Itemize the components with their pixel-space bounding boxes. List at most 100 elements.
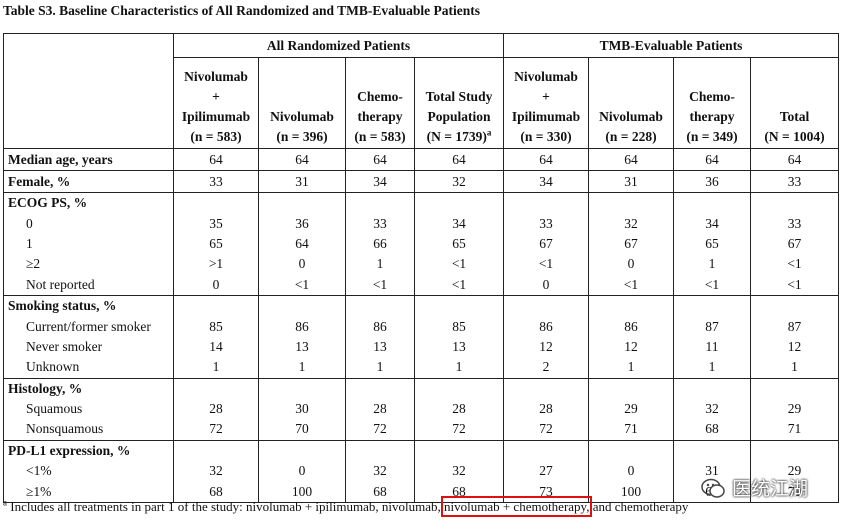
value-cell: 66 (345, 233, 415, 255)
value-cell: 13 (414, 336, 504, 358)
header-footnote-marker: a (486, 127, 492, 138)
empty-cell (503, 440, 589, 462)
table-title: Table S3. Baseline Characteristics of Al… (3, 3, 481, 18)
row-label: <1% (3, 461, 174, 482)
header-line: + (212, 89, 220, 104)
value-cell: <1 (503, 254, 589, 275)
value-cell: 14 (173, 336, 259, 358)
header-line: (n = 330) (520, 129, 572, 144)
value-cell: >1 (173, 254, 259, 275)
empty-cell (588, 440, 674, 462)
value-cell: 1 (673, 254, 751, 275)
empty-cell (673, 378, 751, 399)
value-cell: 68 (673, 419, 751, 441)
section-label: Histology, % (3, 378, 174, 399)
row-label: Unknown (3, 357, 174, 379)
value-cell: 28 (173, 398, 259, 420)
value-cell: 1 (173, 357, 259, 379)
empty-cell (503, 378, 589, 399)
empty-cell (588, 295, 674, 317)
value-cell: 73 (503, 481, 589, 503)
column-header-row: Nivolumab + Ipilimumab (n = 583) Nivolumab (n… (4, 57, 840, 149)
empty-cell (258, 440, 346, 462)
header-line: (n = 583) (190, 129, 242, 144)
table-section: ECOG PS, % 0 35 36 33 34 33 32 34 33 1 65 64 66 65 67 67… (3, 192, 840, 296)
value-cell: 1 (258, 357, 346, 379)
table-row: 0 35 36 33 34 33 32 34 33 (3, 213, 840, 234)
header-line: + (542, 89, 550, 104)
value-cell: 28 (414, 398, 504, 420)
column-header: Chemo-therapy (n = 583) (345, 57, 415, 149)
value-cell: 0 (503, 274, 589, 296)
value-cell: 85 (173, 316, 259, 337)
section-header-row: PD-L1 expression, % (3, 440, 840, 462)
value-cell: <1 (749, 274, 840, 296)
value-cell: 33 (749, 213, 840, 234)
value-cell: 36 (258, 213, 346, 234)
value-cell: 85 (414, 316, 504, 337)
value-cell: 86 (588, 316, 674, 337)
row-label: 0 (3, 213, 174, 234)
header-line: Ipilimumab (181, 109, 251, 124)
section-header-row: ECOG PS, % (3, 192, 840, 214)
empty-cell (258, 192, 346, 214)
group-header: All Randomized Patients (173, 33, 504, 58)
header-line: Chemo- (357, 89, 403, 104)
header-line: Nivolumab (184, 69, 248, 84)
value-cell: 65 (673, 233, 751, 255)
empty-cell (258, 295, 346, 317)
value-cell: 32 (173, 461, 259, 482)
value-cell: 65 (173, 233, 259, 255)
value-cell: 72 (173, 419, 259, 441)
group-header: TMB-Evaluable Patients (502, 33, 840, 58)
empty-cell (258, 378, 346, 399)
value-cell: 2 (503, 357, 589, 379)
value-cell: <1 (749, 254, 840, 275)
table-row: Current/former smoker 85 86 86 85 86 86 87 87 (3, 316, 840, 337)
value-cell: 27 (503, 461, 589, 482)
value-cell: 28 (345, 398, 415, 420)
value-cell: 70 (258, 419, 346, 441)
header-line: Total Study (425, 89, 493, 104)
value-cell: <1 (673, 274, 751, 296)
value-cell: 33 (503, 213, 589, 234)
empty-cell (749, 378, 840, 399)
header-line: Nivolumab (270, 109, 334, 124)
header-line: Population (427, 109, 491, 124)
value-cell: 64 (749, 148, 840, 171)
section-header-row: Histology, % (3, 378, 840, 399)
empty-cell (749, 192, 840, 214)
value-cell: 0 (258, 461, 346, 482)
column-header: Nivolumab + Ipilimumab (n = 583) (173, 57, 259, 149)
value-cell: 72 (414, 419, 504, 441)
header-line: (n = 349) (686, 129, 738, 144)
empty-cell (503, 192, 589, 214)
value-cell: 68 (345, 481, 415, 503)
value-cell: 87 (749, 316, 840, 337)
table-section: PD-L1 expression, % <1% 32 0 32 32 27 0 31 29 ≥1% 6… (3, 440, 840, 503)
row-label: Median age, years (3, 148, 174, 171)
value-cell: 29 (749, 461, 840, 482)
value-cell: 67 (588, 233, 674, 255)
empty-cell (673, 440, 751, 462)
column-header: Total Study Population (N = 1739)a (414, 57, 504, 149)
value-cell: 64 (258, 233, 346, 255)
value-cell: 64 (588, 148, 674, 171)
value-cell: 32 (673, 398, 751, 420)
value-cell: 64 (414, 148, 504, 171)
empty-cell (414, 378, 504, 399)
empty-cell (749, 440, 840, 462)
value-cell: 72 (503, 419, 589, 441)
row-label: 1 (3, 233, 174, 255)
empty-cell (414, 295, 504, 317)
row-label: Squamous (3, 398, 174, 420)
column-header: Nivolumab (n = 228) (588, 57, 674, 149)
empty-cell (345, 440, 415, 462)
table-row: Never smoker 14 13 13 13 12 12 11 12 (3, 336, 840, 358)
value-cell: 1 (345, 357, 415, 379)
header-line: (N = 1739) (426, 129, 487, 144)
empty-cell (173, 192, 259, 214)
group-header-row: All Randomized Patients TMB-Evaluable Pat… (3, 33, 840, 149)
header-line: (N = 1004) (764, 129, 825, 144)
